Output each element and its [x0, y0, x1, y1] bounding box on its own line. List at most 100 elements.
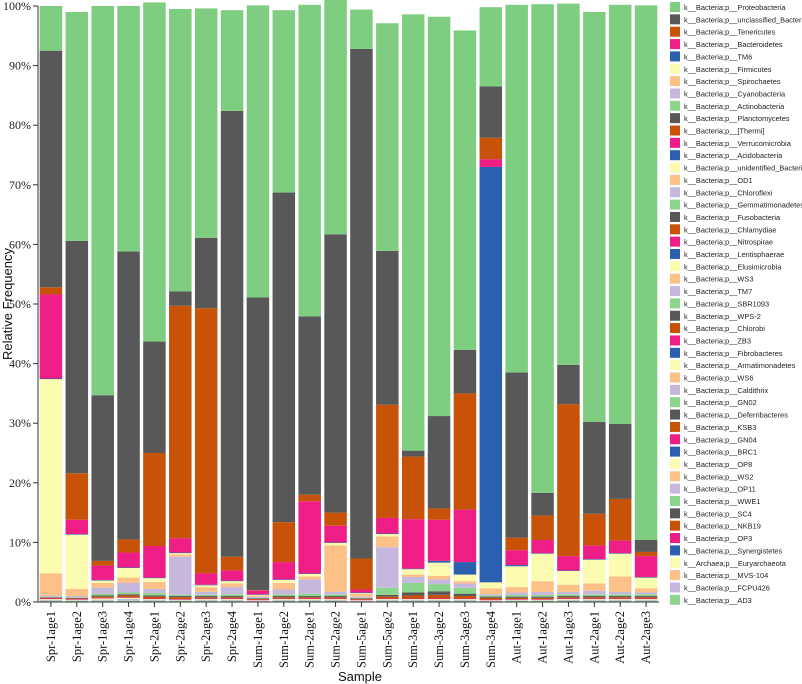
bar-segment — [117, 251, 140, 540]
bar-segment — [324, 599, 347, 600]
x-tick-label: Spr-2age4 — [225, 610, 239, 662]
y-tick-label: 40% — [9, 357, 31, 371]
legend-swatch — [670, 471, 680, 482]
bar-segment — [194, 597, 218, 599]
bar-segment — [324, 594, 347, 597]
bar-segment — [583, 422, 606, 514]
bar-segment — [39, 600, 63, 602]
legend-swatch — [670, 51, 680, 62]
bar-segment — [39, 597, 63, 598]
legend-label: k__Bacteria;p__Deferribacteres — [684, 411, 788, 420]
bar-segment — [479, 600, 503, 602]
bar-segment — [324, 596, 347, 598]
bar-segment — [117, 595, 140, 598]
bar-segment — [324, 0, 347, 235]
bar-segment — [376, 250, 399, 405]
bar-segment — [117, 567, 140, 569]
legend-swatch — [670, 174, 680, 185]
legend-swatch — [670, 409, 680, 420]
bar-segment — [634, 599, 658, 600]
bar-segment — [39, 598, 63, 600]
x-tick-label: Aut-1age3 — [561, 611, 575, 664]
y-tick-label: 10% — [9, 535, 31, 549]
bar-segment — [169, 553, 192, 555]
bar-segment — [608, 600, 632, 602]
bar-segment — [143, 588, 166, 594]
bar-segment — [117, 597, 140, 598]
bar-segment — [427, 519, 451, 561]
bar-segment — [531, 591, 554, 595]
legend-label: k__Bacteria;p__SBR1093 — [684, 299, 769, 308]
legend-swatch — [670, 323, 680, 334]
legend-label: k__Bacteria;p__FCPU426 — [684, 583, 770, 592]
bar-segment — [427, 16, 451, 417]
bar-segment — [220, 581, 244, 584]
bar-segment — [169, 552, 192, 554]
bar-segment — [350, 597, 373, 599]
bar-segment — [608, 596, 632, 598]
bar-segment — [39, 294, 63, 379]
bar-segment — [246, 599, 270, 601]
bar-segment — [324, 597, 347, 599]
legend-label: k__Bacteria;p__Planctomycetes — [684, 114, 790, 123]
bar-segment — [246, 598, 270, 600]
legend-swatch — [670, 113, 680, 124]
legend-label: k__Bacteria;p__AD3 — [684, 596, 752, 605]
bar-segment — [272, 599, 296, 600]
bar-segment — [531, 540, 554, 554]
bar-segment — [583, 597, 606, 599]
bar-segment — [324, 525, 347, 543]
bar-segment — [272, 598, 296, 600]
bar-segment — [376, 404, 399, 518]
bar-segment — [39, 50, 63, 288]
x-tick-label: Spr-2age3 — [199, 611, 213, 662]
legend-label: k__Bacteria;p__OD1 — [684, 176, 753, 185]
bar-segment — [350, 558, 373, 590]
bar-segment — [194, 587, 218, 592]
legend-label: k__Bacteria;p__Caldithrix — [684, 386, 769, 395]
bar-segment — [91, 595, 114, 597]
bar-segment — [91, 579, 114, 581]
bar-segment — [634, 540, 658, 552]
legend-swatch — [670, 335, 680, 346]
x-tick-label: Sum-3age2 — [432, 611, 446, 668]
bar-segment — [453, 393, 477, 510]
bar-segment — [583, 513, 606, 546]
bar-segment — [91, 580, 114, 583]
bar-segment — [324, 599, 347, 601]
bar-segment — [505, 599, 528, 601]
legend-swatch — [670, 570, 680, 581]
legend-swatch — [670, 63, 680, 74]
legend-label: k__Bacteria;p__Firmicutes — [684, 65, 772, 74]
bar-segment — [272, 582, 296, 590]
legend-label: k__Bacteria;p__Acidobacteria — [684, 151, 783, 160]
legend-swatch — [670, 446, 680, 457]
bar-segment — [557, 584, 580, 592]
legend-swatch — [670, 187, 680, 198]
bar-segment — [272, 192, 296, 523]
bar-segment — [557, 571, 580, 585]
bar-segment — [194, 598, 218, 600]
legend-label: k__Bacteria;p__Gemmatimonadetes — [684, 201, 802, 210]
bar-segment — [401, 569, 425, 575]
bar-segment — [194, 599, 218, 600]
bar-segment — [531, 594, 554, 597]
bar-segment — [246, 600, 270, 601]
bar-segment — [117, 599, 140, 601]
legend-label: k__Bacteria;p__Synergistetes — [684, 546, 782, 555]
bar-segment — [194, 584, 218, 586]
bar-segment — [324, 591, 347, 595]
bar-segment — [505, 587, 528, 593]
bar-segment — [376, 536, 399, 548]
bar-segment — [531, 515, 554, 541]
bar-segment — [246, 595, 270, 597]
bar-segment — [169, 556, 192, 595]
bar-segment — [272, 589, 296, 595]
bar-segment — [143, 596, 166, 599]
legend-swatch — [670, 100, 680, 111]
bar-segment — [583, 599, 606, 601]
legend: k__Bacteria;p__Proteobacteria k__Bacteria… — [670, 2, 802, 605]
bar-segment — [531, 492, 554, 516]
bar-segment — [453, 349, 477, 394]
bar-segment — [401, 519, 425, 569]
